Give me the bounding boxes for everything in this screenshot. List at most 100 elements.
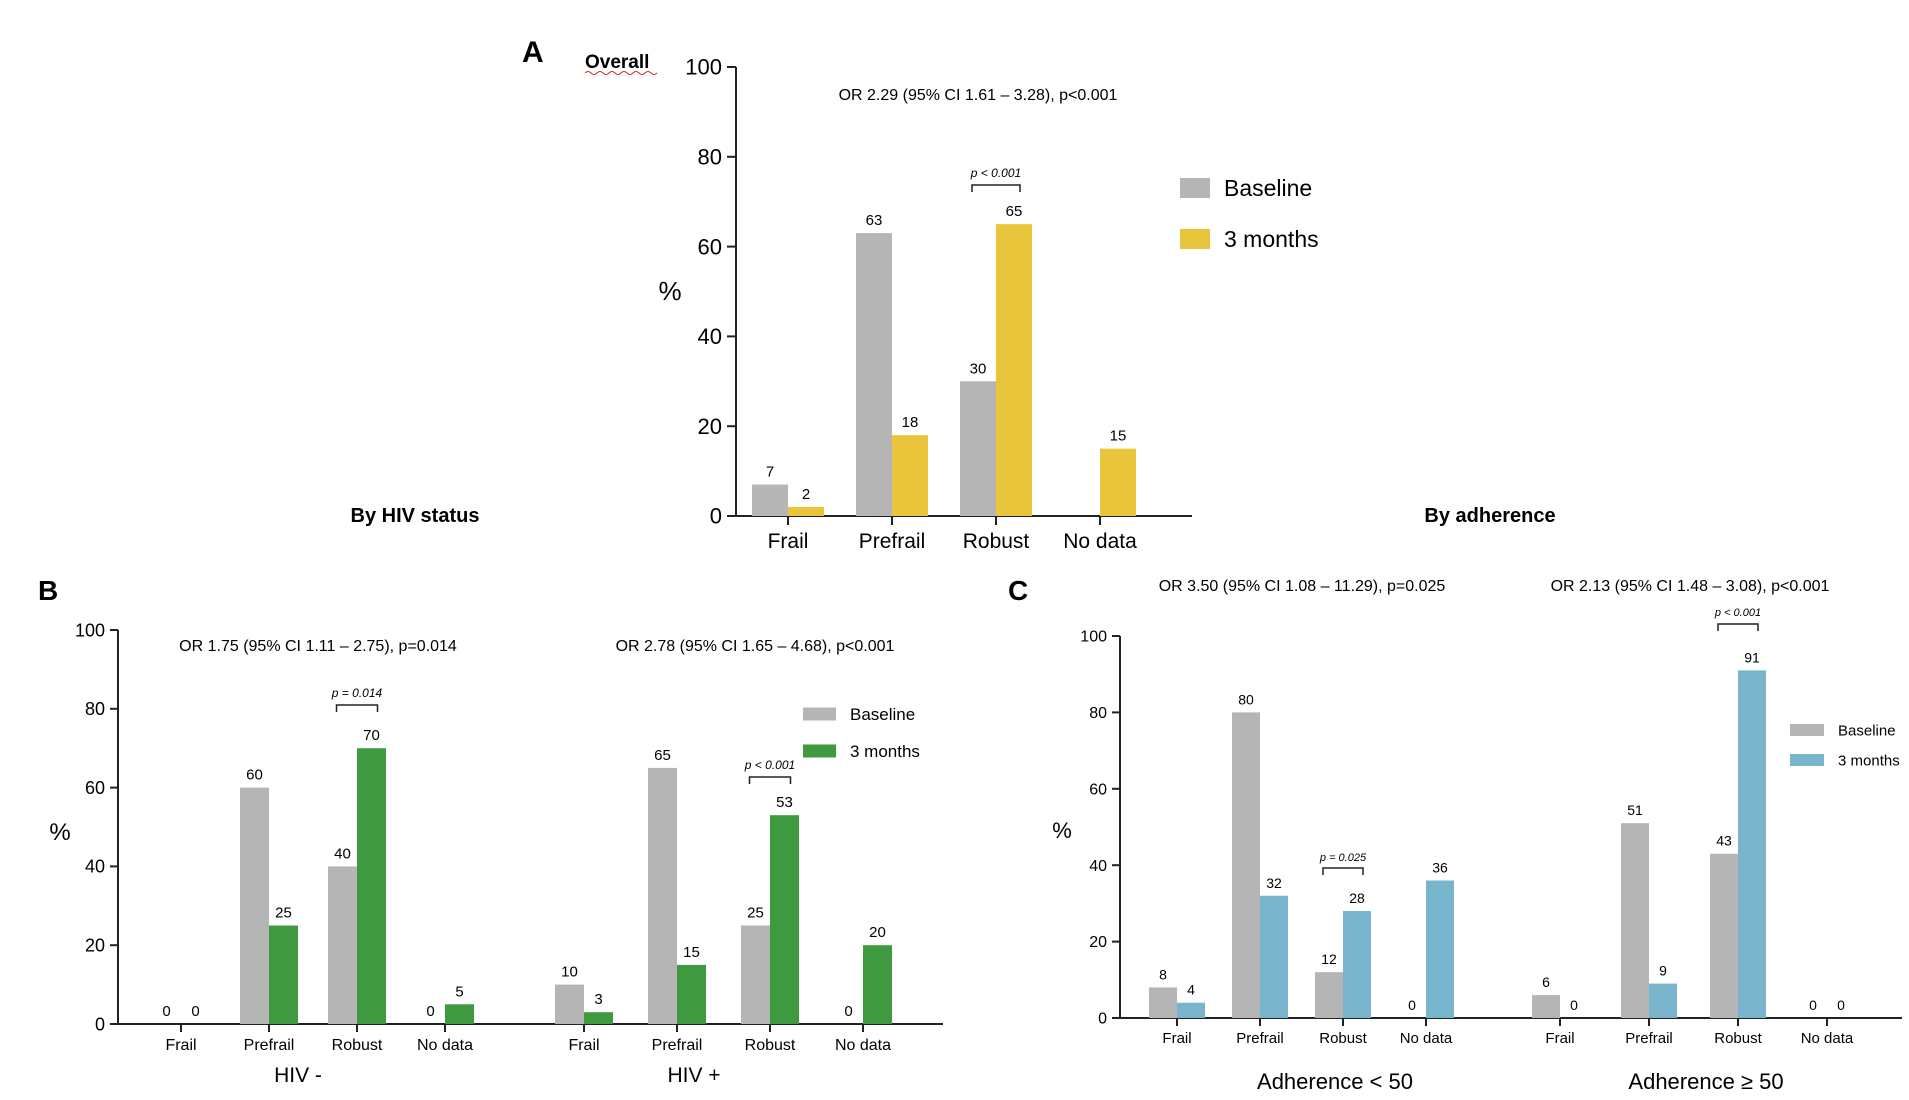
value-label: 25 [275,905,292,922]
bar-3-months [770,815,799,1024]
significance-label: p = 0.025 [1319,852,1367,864]
bar-3-months [1260,895,1288,1018]
value-label: 10 [561,964,578,981]
significance-bracket [1322,867,1364,875]
bar-3-months [584,1012,613,1024]
legend-swatch-3-months [803,744,836,758]
title-underline [584,71,658,75]
bar-baseline [328,866,357,1024]
significance-label: p < 0.001 [1714,607,1761,619]
y-tick-label: 80 [1089,705,1107,722]
significance-bracket [335,704,379,712]
bar-3-months [1343,911,1371,1018]
category-label: No data [835,1037,891,1054]
category-label: Robust [745,1037,796,1054]
significance-bracket [748,776,792,784]
y-tick-label: 0 [95,1014,105,1034]
value-label: 0 [1408,997,1416,1013]
category-label: Frail [165,1037,196,1054]
legend-label-baseline: Baseline [850,705,915,724]
y-tick-label: 80 [85,699,105,719]
category-label: Prefrail [1625,1030,1673,1047]
group-label: Adherence ≥ 50 [1628,1069,1783,1094]
value-label: 60 [246,767,263,784]
value-label: 28 [1349,890,1365,906]
y-axis-label: % [49,819,70,846]
significance-label: p = 0.014 [331,686,383,700]
bar-3-months [445,1004,474,1024]
chart-title: Overall [585,52,649,73]
value-label: 3 [594,991,602,1008]
section-title-adherence: By adherence [1424,505,1555,527]
value-label: 53 [776,794,793,811]
value-label: 40 [334,845,351,862]
odds-ratio-annotation: OR 2.78 (95% CI 1.65 – 4.68), p<0.001 [616,638,895,655]
y-tick-label: 80 [698,145,722,170]
value-label: 51 [1627,802,1643,818]
category-label: No data [417,1037,473,1054]
value-label: 9 [1659,963,1667,979]
bar-baseline [1232,712,1260,1018]
category-label: No data [1801,1030,1854,1047]
bar-baseline [752,484,788,516]
legend-swatch-3-months [1790,754,1824,766]
value-label: 15 [683,944,700,961]
category-label: Prefrail [244,1037,295,1054]
value-label: 2 [802,486,810,503]
significance-label: p < 0.001 [970,166,1021,180]
category-label: Frail [768,530,809,553]
y-axis-label: % [658,276,681,306]
y-tick-label: 100 [685,55,722,80]
bar-baseline [1710,853,1738,1018]
category-label: Prefrail [1236,1030,1284,1047]
value-label: 0 [191,1003,199,1020]
bar-3-months [269,925,298,1024]
value-label: 0 [162,1003,170,1020]
value-label: 12 [1321,951,1337,967]
category-label: No data [1063,530,1137,553]
bar-baseline [1621,823,1649,1018]
value-label: 0 [844,1003,852,1020]
group-label: HIV + [667,1064,720,1087]
y-tick-label: 40 [1089,858,1107,875]
legend-swatch-baseline [803,707,836,721]
bar-3-months [892,435,928,516]
section-title-hiv: By HIV status [351,505,480,527]
value-label: 91 [1744,649,1760,665]
y-tick-label: 0 [1098,1011,1107,1028]
value-label: 63 [866,212,883,229]
legend-label-baseline: Baseline [1224,175,1312,201]
panel-letter: A [522,36,544,69]
value-label: 65 [1006,203,1023,220]
value-label: 5 [455,983,463,1000]
y-tick-label: 20 [85,936,105,956]
value-label: 15 [1110,428,1127,445]
value-label: 0 [1570,997,1578,1013]
y-tick-label: 0 [710,504,722,529]
category-label: Robust [1714,1030,1762,1047]
y-tick-label: 40 [85,857,105,877]
odds-ratio-annotation: OR 3.50 (95% CI 1.08 – 11.29), p=0.025 [1159,578,1446,595]
bar-3-months [996,224,1032,516]
value-label: 36 [1432,859,1448,875]
value-label: 70 [363,727,380,744]
group-label: HIV - [274,1064,322,1087]
value-label: 80 [1238,691,1254,707]
y-tick-label: 100 [1080,629,1107,646]
category-label: Robust [963,530,1030,553]
legend-swatch-baseline [1180,178,1210,198]
y-tick-label: 60 [698,234,722,259]
value-label: 65 [654,747,671,764]
category-label: Frail [1162,1030,1191,1047]
bar-baseline [648,767,677,1024]
panel-a: A Overall 0 20 40 60 80 100% OR 2.29 (95% CI 1.6… [522,36,1319,553]
y-tick-label: 60 [85,778,105,798]
bar-3-months [1100,448,1136,516]
category-label: Frail [1545,1030,1574,1047]
bar-baseline [741,925,770,1024]
y-tick-label: 20 [698,414,722,439]
y-axis-label: % [1052,818,1072,843]
bar-baseline [1532,995,1560,1018]
value-label: 0 [426,1003,434,1020]
